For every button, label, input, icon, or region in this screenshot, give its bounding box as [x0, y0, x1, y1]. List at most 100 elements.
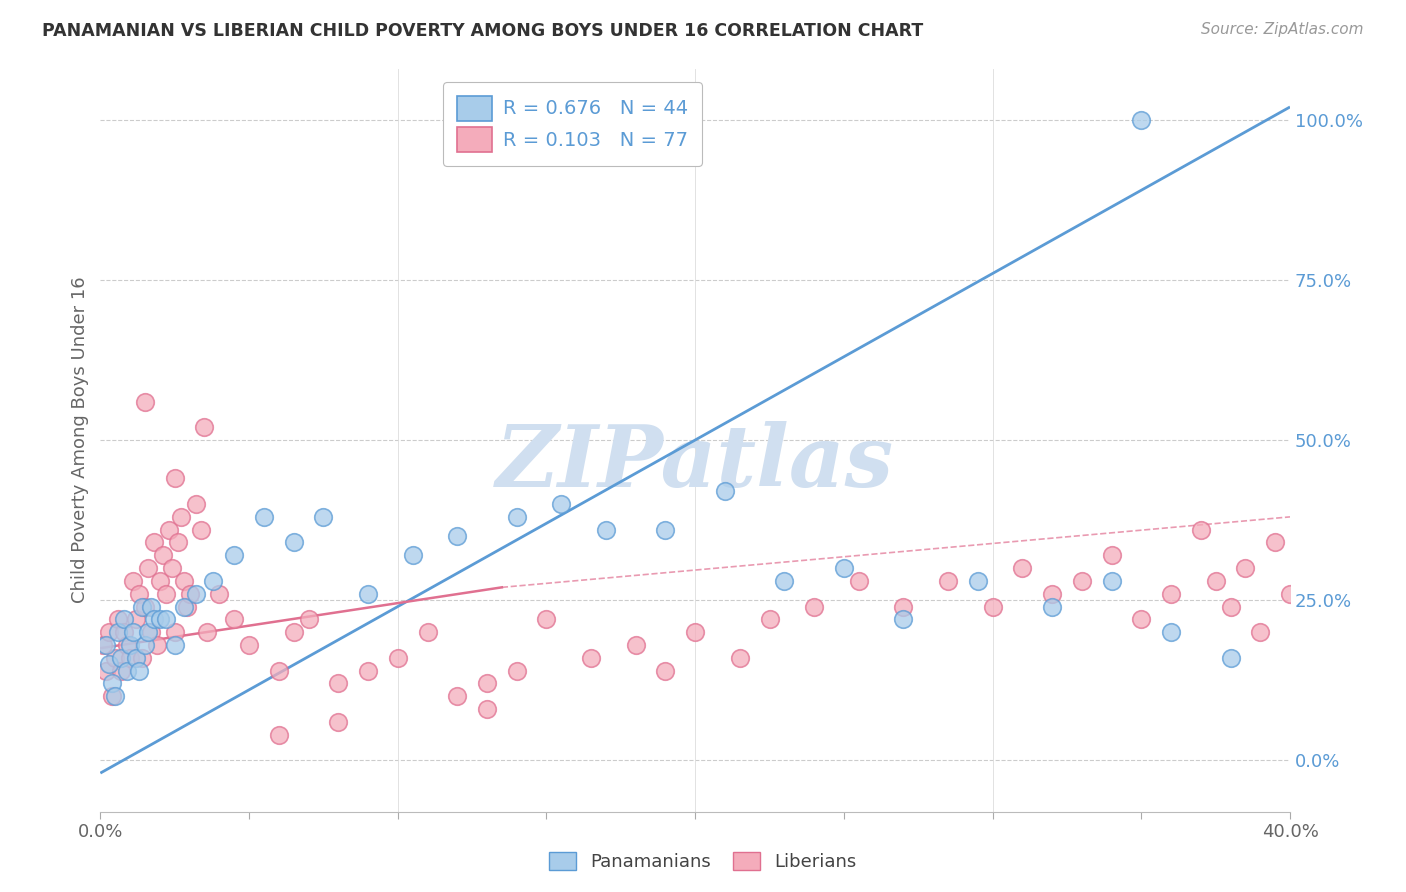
- Point: [1205, 574, 1227, 588]
- Point: [149, 574, 172, 588]
- Point: [253, 509, 276, 524]
- Point: [267, 664, 290, 678]
- Point: [142, 535, 165, 549]
- Point: [936, 574, 959, 588]
- Point: [446, 690, 468, 704]
- Point: [134, 599, 156, 614]
- Point: [122, 625, 145, 640]
- Point: [283, 625, 305, 640]
- Point: [1219, 650, 1241, 665]
- Point: [125, 650, 148, 665]
- Point: [149, 612, 172, 626]
- Point: [98, 625, 121, 640]
- Point: [683, 625, 706, 640]
- Point: [1160, 587, 1182, 601]
- Point: [966, 574, 988, 588]
- Text: PANAMANIAN VS LIBERIAN CHILD POVERTY AMONG BOYS UNDER 16 CORRELATION CHART: PANAMANIAN VS LIBERIAN CHILD POVERTY AMO…: [42, 22, 924, 40]
- Point: [115, 638, 138, 652]
- Point: [1264, 535, 1286, 549]
- Point: [179, 587, 201, 601]
- Point: [1279, 587, 1302, 601]
- Point: [550, 497, 572, 511]
- Point: [832, 561, 855, 575]
- Point: [848, 574, 870, 588]
- Point: [136, 561, 159, 575]
- Point: [475, 676, 498, 690]
- Point: [893, 599, 915, 614]
- Point: [714, 484, 737, 499]
- Point: [104, 650, 127, 665]
- Point: [131, 650, 153, 665]
- Point: [160, 561, 183, 575]
- Point: [96, 664, 118, 678]
- Point: [893, 612, 915, 626]
- Point: [267, 728, 290, 742]
- Point: [173, 574, 195, 588]
- Point: [120, 650, 142, 665]
- Point: [184, 497, 207, 511]
- Point: [1040, 599, 1063, 614]
- Text: ZIPatlas: ZIPatlas: [496, 420, 894, 504]
- Point: [401, 549, 423, 563]
- Point: [163, 471, 186, 485]
- Legend: R = 0.676   N = 44, R = 0.103   N = 77: R = 0.676 N = 44, R = 0.103 N = 77: [443, 82, 702, 166]
- Point: [416, 625, 439, 640]
- Point: [224, 549, 246, 563]
- Point: [238, 638, 260, 652]
- Point: [134, 394, 156, 409]
- Point: [155, 587, 177, 601]
- Y-axis label: Child Poverty Among Boys Under 16: Child Poverty Among Boys Under 16: [72, 277, 89, 603]
- Point: [202, 574, 225, 588]
- Point: [357, 587, 380, 601]
- Point: [122, 574, 145, 588]
- Point: [169, 509, 191, 524]
- Point: [1219, 599, 1241, 614]
- Point: [1040, 587, 1063, 601]
- Point: [357, 664, 380, 678]
- Point: [152, 549, 174, 563]
- Point: [98, 657, 121, 672]
- Point: [197, 625, 219, 640]
- Point: [595, 523, 617, 537]
- Point: [506, 509, 529, 524]
- Point: [110, 664, 132, 678]
- Point: [624, 638, 647, 652]
- Point: [1130, 612, 1153, 626]
- Point: [1160, 625, 1182, 640]
- Point: [1189, 523, 1212, 537]
- Point: [1011, 561, 1033, 575]
- Point: [654, 664, 676, 678]
- Legend: Panamanians, Liberians: Panamanians, Liberians: [541, 845, 865, 879]
- Point: [115, 664, 138, 678]
- Point: [1234, 561, 1257, 575]
- Point: [654, 523, 676, 537]
- Point: [110, 650, 132, 665]
- Point: [803, 599, 825, 614]
- Point: [506, 664, 529, 678]
- Point: [1101, 574, 1123, 588]
- Point: [475, 702, 498, 716]
- Point: [176, 599, 198, 614]
- Point: [163, 625, 186, 640]
- Point: [773, 574, 796, 588]
- Point: [136, 625, 159, 640]
- Point: [112, 625, 135, 640]
- Point: [155, 612, 177, 626]
- Point: [146, 638, 169, 652]
- Point: [125, 612, 148, 626]
- Point: [134, 638, 156, 652]
- Point: [107, 612, 129, 626]
- Point: [139, 625, 162, 640]
- Point: [128, 664, 150, 678]
- Point: [96, 638, 118, 652]
- Point: [163, 638, 186, 652]
- Point: [387, 650, 409, 665]
- Point: [208, 587, 231, 601]
- Point: [104, 690, 127, 704]
- Point: [166, 535, 188, 549]
- Point: [112, 612, 135, 626]
- Point: [101, 676, 124, 690]
- Point: [1249, 625, 1271, 640]
- Point: [728, 650, 751, 665]
- Point: [758, 612, 780, 626]
